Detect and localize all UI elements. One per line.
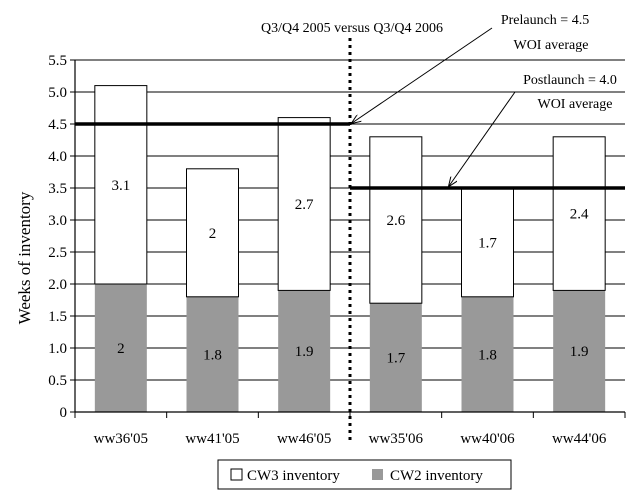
bar-cw3 xyxy=(552,136,606,291)
y-tick-label: 0 xyxy=(60,405,68,421)
y-tick-label: 4.0 xyxy=(48,149,67,165)
data-label-cw2: 1.8 xyxy=(203,347,222,363)
bars xyxy=(94,85,606,412)
prelaunch-label-sub: WOI average xyxy=(513,38,588,53)
bar-cw2 xyxy=(94,284,147,412)
bar-cw2 xyxy=(461,296,514,412)
postlaunch-label: Postlaunch = 4.0 xyxy=(523,73,617,88)
y-tick-label: 1.0 xyxy=(48,341,67,357)
data-label-cw2: 1.9 xyxy=(570,344,589,360)
x-tick-label: ww35'06 xyxy=(369,431,424,447)
prelaunch-arrow xyxy=(352,27,493,123)
y-tick-label: 2.0 xyxy=(48,277,67,293)
legend: CW3 inventory CW2 inventory xyxy=(217,459,512,490)
data-label-cw3: 2 xyxy=(209,226,217,242)
x-tick-label: ww46'05 xyxy=(277,431,331,447)
data-label-cw3: 2.4 xyxy=(570,207,589,223)
bar-cw2 xyxy=(186,296,239,412)
segment-labels: 2 3.1 1.8 2 1.9 2.7 1.7 2.6 1.8 1.7 1.9 2.4 xyxy=(111,178,589,367)
postlaunch-arrow xyxy=(449,91,516,186)
y-axis-label: Weeks of inventory xyxy=(15,191,34,324)
divider-label: Q3/Q4 2005 versus Q3/Q4 2006 xyxy=(261,21,443,36)
data-label-cw3: 3.1 xyxy=(111,178,130,194)
x-tick-label: ww36'05 xyxy=(94,431,148,447)
axes xyxy=(74,60,625,413)
annotation-arrows xyxy=(352,27,516,186)
bar-cw3 xyxy=(277,117,331,291)
y-tick-label: 1.5 xyxy=(48,309,67,325)
x-tick-label: ww40'06 xyxy=(460,431,515,447)
bar-cw2 xyxy=(553,290,606,412)
legend-label-cw3: CW3 inventory xyxy=(247,468,340,484)
legend-box xyxy=(217,459,512,490)
y-tick-labels: 0 0.5 1.0 1.5 2.0 2.5 3.0 3.5 4.0 4.5 5.0 5.5 xyxy=(48,53,67,421)
x-tick-label: ww44'06 xyxy=(552,431,607,447)
data-label-cw2: 1.7 xyxy=(386,351,405,367)
y-tick-label: 3.0 xyxy=(48,213,67,229)
bar-cw3 xyxy=(369,136,423,304)
legend-swatch-cw2 xyxy=(372,469,383,480)
reference-lines xyxy=(75,38,625,440)
y-tick-label: 5.5 xyxy=(48,53,67,69)
data-label-cw3: 2.7 xyxy=(295,197,314,213)
bar-cw3 xyxy=(94,85,148,285)
gridlines xyxy=(70,59,626,418)
bar-cw2 xyxy=(278,290,331,412)
bar-cw3 xyxy=(461,187,514,298)
legend-swatch-cw3 xyxy=(230,468,243,481)
y-tick-label: 0.5 xyxy=(48,373,67,389)
data-label-cw3: 2.6 xyxy=(386,213,405,229)
y-tick-label: 2.5 xyxy=(48,245,67,261)
legend-label-cw2: CW2 inventory xyxy=(390,468,483,484)
bar-cw3 xyxy=(186,168,239,298)
y-tick-label: 5.0 xyxy=(48,85,67,101)
prelaunch-label: Prelaunch = 4.5 xyxy=(501,13,589,28)
y-tick-label: 3.5 xyxy=(48,181,67,197)
bar-cw2 xyxy=(369,303,422,412)
y-tick-label: 4.5 xyxy=(48,117,67,133)
x-tick-label: ww41'05 xyxy=(185,431,239,447)
data-label-cw3: 1.7 xyxy=(478,235,497,251)
postlaunch-label-sub: WOI average xyxy=(537,97,612,112)
data-label-cw2: 1.8 xyxy=(478,347,497,363)
x-tick-labels: ww36'05 ww41'05 ww46'05 ww35'06 ww40'06 ww44'… xyxy=(94,431,607,447)
data-label-cw2: 2 xyxy=(117,341,125,357)
data-label-cw2: 1.9 xyxy=(295,344,314,360)
